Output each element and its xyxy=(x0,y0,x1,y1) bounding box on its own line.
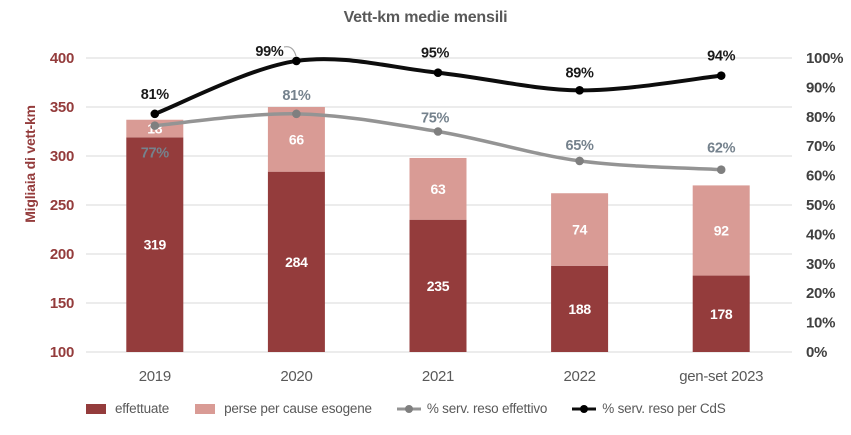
y-left-tick-label: 300 xyxy=(50,148,74,165)
line-percent-label: 75% xyxy=(421,111,450,127)
y-right-tick-label: 10% xyxy=(806,315,835,332)
line-percent-label: 94% xyxy=(707,49,736,65)
line-percent-label: 81% xyxy=(282,88,311,104)
bar-effettuate-gen-set 2023 xyxy=(692,275,750,352)
y-left-tick-label: 350 xyxy=(50,99,74,116)
legend: effettuate perse per cause esogene % serv.… xyxy=(84,401,726,416)
x-category-label: 2019 xyxy=(139,368,171,385)
y-right-tick-label: 40% xyxy=(806,226,835,243)
legend-item-label: % serv. reso per CdS xyxy=(602,401,726,416)
y-left-tick-label: 150 xyxy=(50,295,74,312)
bar-value-label: 319 xyxy=(144,237,167,253)
line-percent-label: 95% xyxy=(421,46,450,62)
bar-value-label: 63 xyxy=(431,181,446,197)
point-marker-% serv. reso per CdS xyxy=(575,86,584,95)
bar-effettuate-2020 xyxy=(267,171,325,352)
y-left-tick-label: 400 xyxy=(50,50,74,67)
x-category-label: 2021 xyxy=(422,368,454,385)
y-left-tick-label: 200 xyxy=(50,246,74,263)
legend-swatch xyxy=(195,403,216,414)
point-marker-% serv. reso effettivo xyxy=(292,109,301,119)
legend-item--serv-reso-per-cds[interactable]: % serv. reso per CdS xyxy=(571,401,726,416)
bar-value-label: 66 xyxy=(289,131,304,147)
bar-effettuate-2019 xyxy=(126,137,184,352)
legend-item-label: % serv. reso effettivo xyxy=(426,401,548,416)
point-marker-% serv. reso per CdS xyxy=(150,109,160,119)
chart-title: Vett-km medie mensili xyxy=(343,9,508,26)
bar-value-label: 284 xyxy=(285,254,308,270)
x-category-label: gen-set 2023 xyxy=(679,368,763,385)
point-marker-% serv. reso per CdS xyxy=(292,56,301,66)
legend-swatch xyxy=(86,403,106,414)
legend-item-label: effettuate xyxy=(115,401,170,416)
point-marker-% serv. reso effettivo xyxy=(433,127,443,136)
bar-value-label: 188 xyxy=(568,301,591,317)
bar-effettuate-2022 xyxy=(551,265,609,352)
y-right-tick-label: 50% xyxy=(806,197,835,214)
y-right-tick-label: 30% xyxy=(806,256,835,273)
y-right-tick-label: 0% xyxy=(806,344,827,361)
line-percent-label: 81% xyxy=(141,87,170,103)
y-right-tick-label: 70% xyxy=(806,138,835,155)
y-right-tick-label: 80% xyxy=(806,109,835,126)
bar-perse per cause esogene-2022 xyxy=(551,193,609,266)
bar-value-label: 92 xyxy=(714,222,729,238)
bar-perse per cause esogene-gen-set 2023 xyxy=(692,185,750,276)
line-percent-label: 99% xyxy=(255,44,284,60)
line-percent-label: 62% xyxy=(707,141,736,157)
point-marker-% serv. reso per CdS xyxy=(716,71,726,80)
point-marker-% serv. reso effettivo xyxy=(150,121,160,130)
legend-item--serv-reso-effettivo[interactable]: % serv. reso effettivo xyxy=(396,401,547,416)
legend-item-perse-per-cause-esogene[interactable]: perse per cause esogene xyxy=(193,401,372,416)
y-left-tick-label: 250 xyxy=(50,197,74,214)
legend-dot-marker xyxy=(580,404,589,413)
bar-value-label: 74 xyxy=(572,222,587,238)
x-category-label: 2022 xyxy=(564,368,596,385)
legend-item-effettuate[interactable]: effettuate xyxy=(84,401,169,416)
bar-value-label: 235 xyxy=(427,278,450,294)
point-marker-% serv. reso effettivo xyxy=(575,156,584,166)
y-axis-title: Migliaia di vett-km xyxy=(22,105,38,223)
point-marker-% serv. reso per CdS xyxy=(433,68,443,77)
legend-dot-marker xyxy=(404,404,413,413)
y-left-tick-label: 100 xyxy=(50,344,74,361)
legend-item-label: perse per cause esogene xyxy=(224,401,372,416)
line-percent-label: 89% xyxy=(566,65,595,81)
x-category-label: 2020 xyxy=(280,368,312,385)
y-right-tick-label: 60% xyxy=(806,168,835,185)
bar-effettuate-2021 xyxy=(409,219,467,352)
y-right-tick-label: 100% xyxy=(806,50,843,67)
y-right-tick-label: 20% xyxy=(806,285,835,302)
point-marker-% serv. reso effettivo xyxy=(716,165,726,175)
bar-perse per cause esogene-2021 xyxy=(409,157,467,220)
line-% serv. reso per CdS xyxy=(152,57,724,116)
line-percent-label: 77% xyxy=(141,146,170,162)
line-percent-label: 65% xyxy=(566,138,595,154)
y-right-tick-label: 90% xyxy=(806,79,835,96)
label-leader-line xyxy=(283,46,297,57)
bar-value-label: 178 xyxy=(710,306,733,322)
